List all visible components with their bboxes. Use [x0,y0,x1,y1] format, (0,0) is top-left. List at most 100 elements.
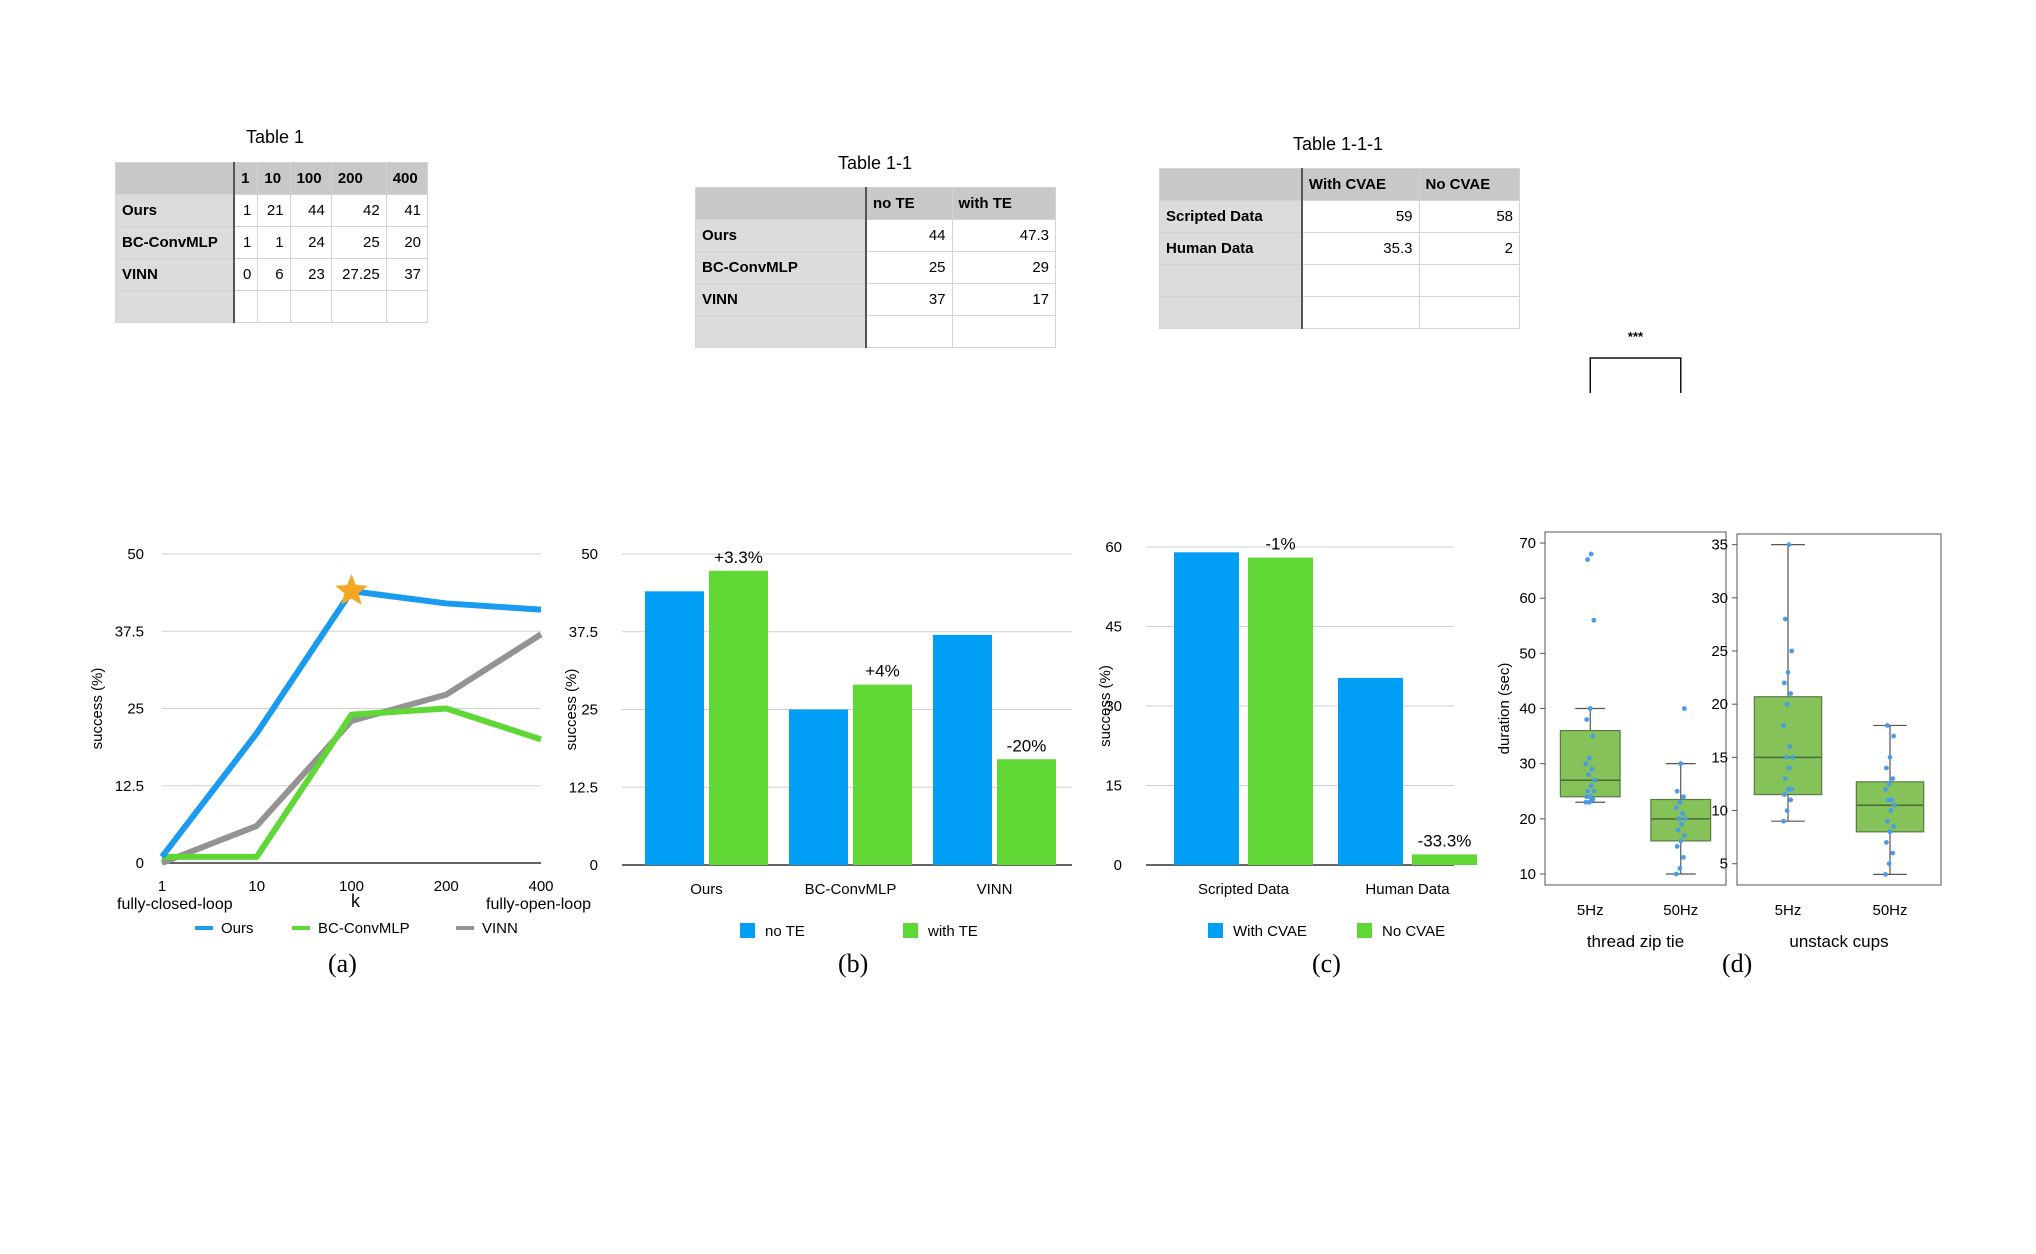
bar-with-cvae [1338,677,1403,865]
data-point [1788,691,1794,696]
table-cell: 24 [289,226,332,259]
significance-label: *** [1628,329,1644,344]
row-header-cell [115,290,236,323]
panel-label-b: (b) [838,949,869,978]
y-tick-label: 25 [127,701,144,718]
table-header-row: no TE with TE [695,187,1057,220]
table-cell [1418,264,1520,297]
table-cell: 37 [865,283,953,316]
y-tick-label: 60 [1519,590,1536,607]
column-header-cell: 200 [330,162,387,195]
data-point [1891,824,1896,829]
table-cell: 2 [1418,232,1520,265]
table-cell: 37 [385,258,429,291]
panel-label-c: (c) [1312,949,1341,978]
plot-frame [1736,533,1942,886]
data-point [1789,648,1794,654]
column-header-cell: 100 [289,162,332,195]
data-point [1888,808,1894,813]
table-cell: 1 [233,194,259,227]
data-point [1884,840,1889,845]
table-row [1158,296,1520,329]
data-point [1784,701,1790,707]
table-cell [1418,296,1520,329]
table-cell: 47.3 [951,219,1057,252]
y-axis-label: success (%) [563,669,580,751]
table-cell: 17 [951,283,1057,316]
y-tick-label: 37.5 [569,624,598,641]
table-1: 1 10 100 200 400 Ours 1 21 44 42 41 BC-ConvMLP 1 1 24 2… [115,162,429,323]
y-tick-label: 30 [1711,590,1728,607]
data-point [1883,786,1888,792]
data-point [1591,617,1597,623]
table-cell: 1 [257,226,291,259]
legend-swatch [740,923,755,938]
x-tick-label: Ours [690,881,723,898]
bar-with-cvae [1174,552,1239,865]
table-row [115,290,429,323]
y-tick-label: 5 [1720,856,1728,873]
data-point [1782,616,1788,622]
y-tick-label: 30 [1519,756,1536,773]
x-tick-label: 5Hz [1577,902,1604,919]
data-point [1681,855,1686,860]
table-cell: 23 [289,258,332,291]
legend-label: With CVAE [1233,923,1307,940]
table-1-1: no TE with TE Ours 44 47.3 BC-ConvMLP 25 29 VINN… [695,187,1057,348]
table-1-1-1-title: Table 1-1-1 [1292,134,1384,154]
table-cell [385,290,429,323]
table-1-title: Table 1 [245,127,305,147]
data-point [1892,802,1897,808]
y-tick-label: 50 [127,546,144,563]
data-point [1682,816,1688,822]
legend-label: No CVAE [1382,923,1445,940]
row-header-cell [115,162,236,195]
data-point [1787,744,1793,750]
table-1-1-title: Table 1-1 [837,153,913,173]
data-point [1678,838,1684,844]
data-point [1681,706,1687,711]
data-point [1789,786,1794,792]
data-point [1673,805,1679,811]
data-point [1887,754,1893,760]
data-point [1586,799,1592,805]
row-header-cell: VINN [115,258,236,291]
column-header-cell: With CVAE [1301,168,1420,201]
data-point [1785,669,1791,675]
y-tick-label: 25 [581,702,598,719]
table-cell: 42 [330,194,387,227]
chart-a-line-chart: 0 12.5 25 37.5 50 1 10 100 200 400 k fully-closed-l… [89,546,591,937]
chart-c-bar-chart: 0 15 30 45 60 success (%) -1% Scripted Data -33.… [1097,535,1477,940]
table-cell: 21 [257,194,291,227]
table-cell: 59 [1301,200,1420,233]
y-tick-label: 10 [1519,866,1536,883]
legend-label: VINN [482,920,518,937]
data-point [1891,733,1896,739]
row-header-cell [1158,168,1303,201]
bar-with-te [853,684,912,865]
table-cell [1301,296,1420,329]
y-tick-label: 50 [581,546,598,563]
data-point [1681,832,1687,838]
table-cell: 6 [257,258,291,291]
table-cell: 35.3 [1301,232,1420,265]
x-tick-label: 400 [528,878,553,895]
data-point [1673,871,1679,877]
row-header-cell [695,187,867,220]
series-line-bc-convmlp [162,705,542,860]
data-point [1674,788,1680,794]
y-tick-label: 12.5 [115,778,144,795]
y-tick-label: 20 [1519,811,1536,828]
data-point [1591,788,1597,794]
y-tick-label: 45 [1105,619,1122,636]
x-tick-label: 50Hz [1663,902,1698,919]
data-point [1782,680,1787,686]
table-cell: 20 [385,226,429,259]
data-point [1788,797,1794,803]
y-axis-label: success (%) [89,668,106,750]
row-header-cell: Ours [115,194,236,227]
x-tick-label: 50Hz [1872,902,1907,919]
table-row: BC-ConvMLP 25 29 [695,251,1057,284]
legend-swatch [1208,923,1223,938]
data-point [1889,797,1895,803]
